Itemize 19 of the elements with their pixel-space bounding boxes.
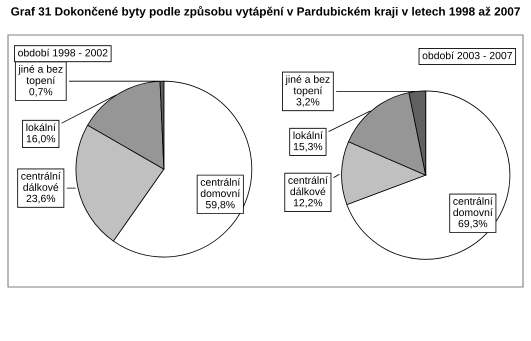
- slice-label: centrální domovní: [200, 178, 240, 198]
- data-label: 23,6%: [26, 194, 56, 204]
- data-label: 12,2%: [294, 199, 322, 208]
- data-label: 15,3%: [294, 142, 322, 152]
- slice-label: lokální: [294, 131, 323, 140]
- slice-label: jiné a bez topení: [285, 75, 330, 96]
- chart-title: Graf 31 Dokončené byty podle způsobu vytápění v Pardubickém kraji v letech 1998 až 2007: [11, 6, 520, 18]
- data-label: 0,7%: [29, 88, 52, 97]
- data-label: 3,2%: [296, 98, 320, 107]
- slice-label: centrální dálkové: [21, 172, 61, 191]
- chart-subtitle: období 2003 - 2007: [422, 51, 512, 60]
- slice-label: jiné a bez topení: [18, 64, 63, 86]
- data-label: 16,0%: [26, 134, 56, 144]
- slice-label: lokální: [26, 123, 56, 132]
- slice-label: centrální dálkové: [288, 176, 328, 196]
- data-label: 69,3%: [458, 220, 488, 229]
- slice-label: centrální domovní: [453, 197, 493, 216]
- chart-subtitle: období 1998 - 2002: [18, 48, 108, 56]
- data-label: 59,8%: [206, 200, 235, 210]
